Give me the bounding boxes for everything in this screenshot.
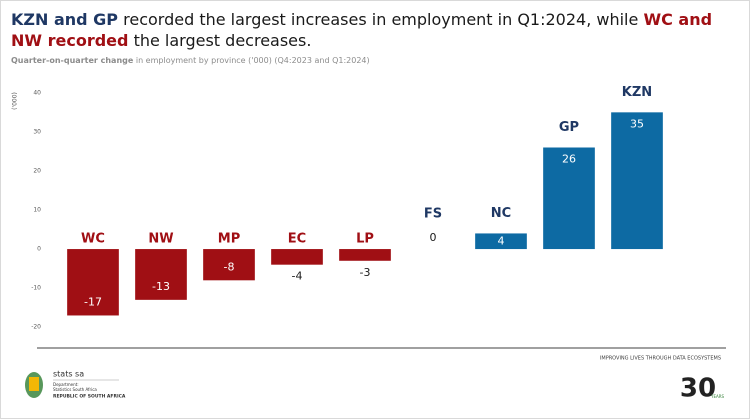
logo-text: Statistics South Africa <box>53 387 97 392</box>
logo-text: Department: <box>53 382 79 387</box>
bar <box>203 249 255 281</box>
y-tick-label: 40 <box>33 89 41 96</box>
category-label: FS <box>424 207 442 222</box>
title-part: KZN and GP <box>11 10 119 29</box>
value-label: -17 <box>84 295 102 308</box>
title-part: the largest decreases. <box>133 31 312 50</box>
logo-text: REPUBLIC OF SOUTH AFRICA <box>53 394 126 400</box>
subtitle: Quarter-on-quarter change in employment … <box>11 56 370 65</box>
emblem <box>29 377 39 391</box>
anniversary-logo: 30 YEARS <box>680 374 725 404</box>
bar <box>543 147 595 250</box>
y-tick-label: 10 <box>33 207 41 214</box>
category-label: NW <box>148 232 173 247</box>
title-part: recorded the largest increases in employ… <box>123 10 639 29</box>
value-label: -4 <box>292 270 303 283</box>
y-tick-label: 30 <box>33 128 41 135</box>
bar <box>611 112 663 250</box>
bar <box>135 249 187 300</box>
category-label: MP <box>218 232 240 247</box>
bar <box>67 249 119 316</box>
title: KZN and GP recorded the largest increase… <box>11 9 741 51</box>
anniversary-number: 30 <box>680 374 716 404</box>
category-label: NC <box>491 206 511 221</box>
bar <box>271 249 323 265</box>
value-label: -13 <box>152 280 170 293</box>
value-label: 35 <box>630 117 644 130</box>
bar <box>339 249 391 261</box>
value-label: -3 <box>360 266 371 279</box>
category-label: WC <box>81 232 105 247</box>
value-label: 4 <box>498 234 505 247</box>
title-part: WC and NW recorded <box>11 10 713 50</box>
y-tick-label: -10 <box>31 285 41 292</box>
subtitle-part: in employment by province ('000) (Q4:202… <box>135 56 370 65</box>
category-label: LP <box>356 232 374 247</box>
value-label: -8 <box>224 260 235 273</box>
bar <box>475 233 527 250</box>
y-tick-label: 0 <box>37 246 41 253</box>
logo-text: stats sa <box>53 370 84 379</box>
logo: stats sa Department: Statistics South Af… <box>25 370 126 400</box>
category-label: KZN <box>622 85 652 100</box>
value-label: 0 <box>430 231 437 244</box>
y-axis-label: ('000) <box>12 92 19 110</box>
y-tick-label: 20 <box>33 167 41 174</box>
anniversary-text: YEARS <box>710 394 724 399</box>
category-label: GP <box>559 120 579 135</box>
tagline: IMPROVING LIVES THROUGH DATA ECOSYSTEMS <box>600 356 721 362</box>
y-tick-label: -20 <box>31 324 41 331</box>
subtitle-part: Quarter-on-quarter change <box>11 56 134 65</box>
category-label: EC <box>288 232 306 247</box>
value-label: 26 <box>562 153 576 166</box>
